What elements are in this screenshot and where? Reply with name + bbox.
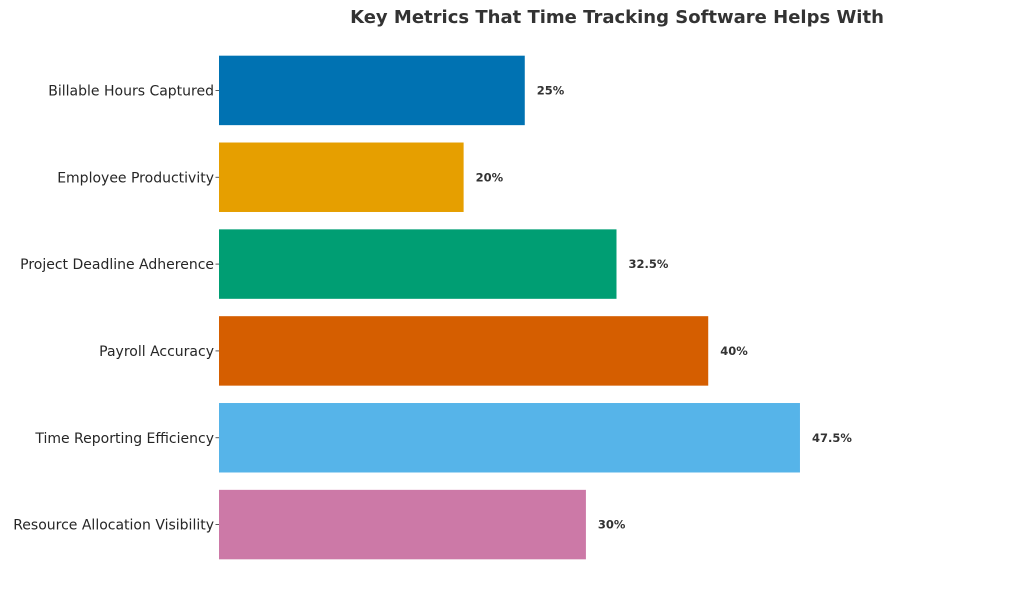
bar-resource-allocation-visibility (219, 489, 586, 560)
y-tick-label-payroll-accuracy: Payroll Accuracy (99, 344, 214, 360)
data-label-time-reporting-efficiency: 47.5% (812, 431, 852, 445)
data-label-employee-productivity: 20% (476, 170, 504, 184)
bar-billable-hours-captured (219, 55, 525, 126)
y-tick-label-time-reporting-efficiency: Time Reporting Efficiency (34, 431, 214, 447)
y-tick-label-project-deadline-adherence: Project Deadline Adherence (20, 257, 214, 273)
y-tick-label-employee-productivity: Employee Productivity (57, 170, 214, 186)
y-tick-label-billable-hours-captured: Billable Hours Captured (48, 83, 214, 99)
data-label-project-deadline-adherence: 32.5% (629, 257, 669, 271)
data-label-resource-allocation-visibility: 30% (598, 518, 626, 532)
bar-payroll-accuracy (219, 316, 709, 386)
bar-employee-productivity (219, 142, 464, 212)
bar-time-reporting-efficiency (219, 403, 800, 473)
plot-area: Billable Hours Captured 25% Employee Produ… (13, 55, 852, 560)
bar-project-deadline-adherence (219, 229, 617, 299)
chart-title: Key Metrics That Time Tracking Software … (350, 7, 884, 28)
data-label-payroll-accuracy: 40% (720, 344, 748, 358)
y-tick-label-resource-allocation-visibility: Resource Allocation Visibility (13, 518, 214, 534)
data-label-billable-hours-captured: 25% (537, 83, 565, 97)
